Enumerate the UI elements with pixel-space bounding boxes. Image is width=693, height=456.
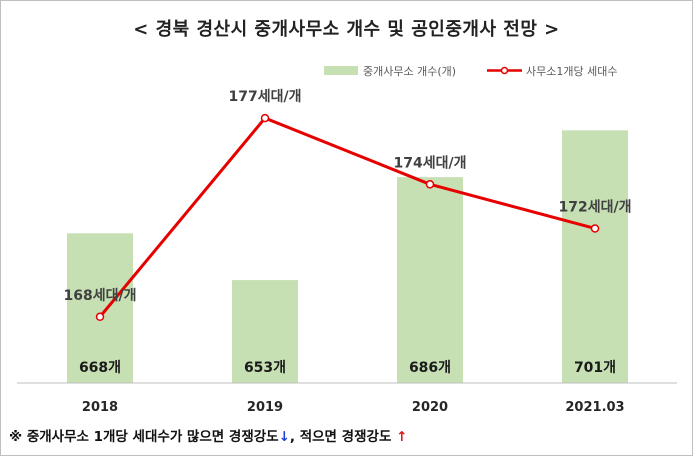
line-series-path	[98, 116, 596, 318]
legend-bar-label: 중개사무소 개수(개)	[363, 65, 456, 78]
footnote: ※ 중개사무소 1개당 세대수가 많으면 경쟁강도↓, 적으면 경쟁강도 ↑	[9, 425, 407, 445]
legend-line-marker	[500, 66, 509, 75]
line-point-marker	[95, 312, 105, 322]
bar-value-label: 653개	[244, 360, 286, 376]
bar-2020	[397, 177, 463, 383]
line-point-marker	[590, 224, 600, 233]
x-tick-label: 2021.03	[565, 400, 624, 415]
line-value-label: 177세대/개	[229, 89, 302, 105]
x-tick-label: 2018	[82, 400, 118, 415]
arrow-down-icon: ↓	[278, 429, 290, 445]
legend-bar-swatch	[324, 66, 358, 75]
footnote-text-1: ※ 중개사무소 1개당 세대수가 많으면 경쟁강도	[9, 429, 279, 445]
bar-2021.03	[562, 130, 628, 383]
bar-2018	[67, 233, 133, 383]
arrow-up-icon: ↑	[396, 429, 408, 445]
bar-value-label: 701개	[574, 360, 616, 376]
x-tick-label: 2019	[247, 400, 283, 415]
line-value-label: 174세대/개	[394, 155, 467, 171]
legend-line-label: 사무소1개당 세대수	[526, 65, 617, 78]
line-value-label: 172세대/개	[559, 199, 632, 215]
line-point-marker	[425, 180, 435, 189]
legend: 중개사무소 개수(개) 사무소1개당 세대수	[324, 65, 617, 78]
line-point-marker	[260, 113, 270, 123]
chart-title: < 경북 경산시 중개사무소 개수 및 공인중개사 전망 >	[133, 19, 560, 40]
bar-value-label: 686개	[409, 360, 451, 376]
bar-2019	[232, 280, 298, 383]
line-value-label: 168세대/개	[64, 288, 137, 304]
x-tick-label: 2020	[412, 400, 448, 415]
footnote-text-2: , 적으면 경쟁강도	[289, 429, 392, 445]
bar-value-label: 668개	[79, 360, 121, 376]
